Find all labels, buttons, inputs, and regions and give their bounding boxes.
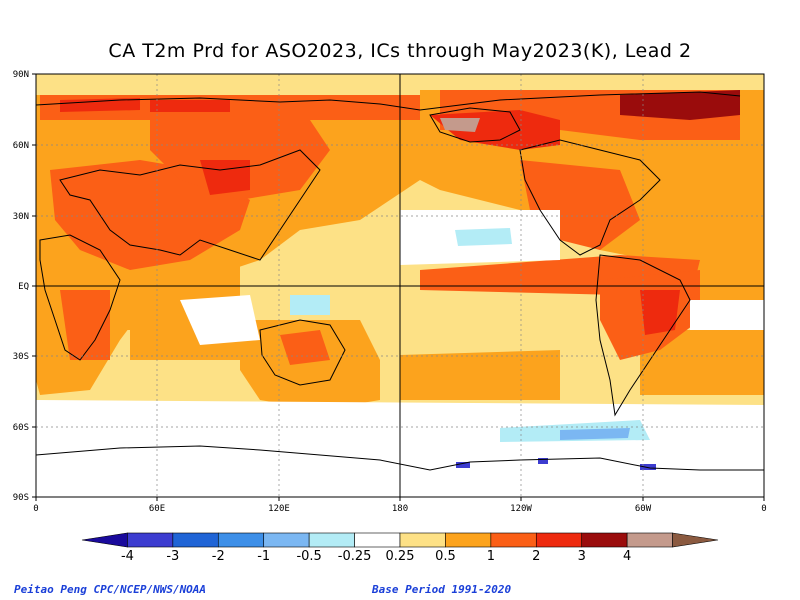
colorbar-bin <box>399 532 446 548</box>
colorbar-bin <box>535 532 583 548</box>
colorbar-tick-label: -0.5 <box>296 549 321 564</box>
colorbar-bin <box>172 532 219 548</box>
colorbar-tick-label: 0.25 <box>386 549 415 564</box>
colorbar: -4 -3 -2 -1 -0.5 -0.25 0.25 0.5 1 2 3 4 <box>81 532 719 564</box>
colorbar-bin <box>263 532 310 548</box>
colorbar-tick-label: -1 <box>257 549 270 564</box>
colorbar-tick-label: -0.25 <box>338 549 372 564</box>
lon-label-0-right: 0 <box>761 504 766 514</box>
colorbar-tick-label: -2 <box>212 549 225 564</box>
colorbar-bin <box>490 532 537 548</box>
lon-label-120e: 120E <box>268 504 290 514</box>
lon-label-60w: 60W <box>635 504 652 514</box>
colorbar-bin <box>354 532 401 548</box>
lat-label-90s: 90S <box>13 493 29 503</box>
colorbar-bin <box>217 532 265 548</box>
base-period-note: Base Period 1991-2020 <box>372 583 512 596</box>
colorbar-tick-label: 4 <box>623 549 631 564</box>
lon-label-60e: 60E <box>149 504 165 514</box>
lat-label-60n: 60N <box>13 141 29 151</box>
lon-label-0-left: 0 <box>33 504 38 514</box>
coastlines <box>36 91 764 471</box>
lon-label-120w: 120W <box>510 504 532 514</box>
lat-label-eq: EQ <box>18 282 29 292</box>
colorbar-tick-label: 2 <box>532 549 540 564</box>
lat-label-30n: 30N <box>13 212 29 222</box>
lat-label-60s: 60S <box>13 423 29 433</box>
colorbar-tick-label: 1 <box>487 549 495 564</box>
lat-label-90n: 90N <box>13 70 29 80</box>
colorbar-tick-label: -4 <box>121 549 134 564</box>
colorbar-bin <box>81 532 128 548</box>
colorbar-tick-label: 0.5 <box>435 549 456 564</box>
colorbar-tick-label: 3 <box>578 549 586 564</box>
colorbar-bin <box>626 532 673 548</box>
colorbar-bin <box>672 532 719 548</box>
credit-author: Peitao Peng CPC/NCEP/NWS/NOAA <box>14 583 207 596</box>
lon-label-180: 180 <box>392 504 408 514</box>
map-title: CA T2m Prd for ASO2023, ICs through May2… <box>108 40 692 62</box>
colorbar-bin <box>445 532 492 548</box>
colorbar-bin <box>308 532 355 548</box>
lat-label-30s: 30S <box>13 352 29 362</box>
colorbar-tick-label: -3 <box>166 549 179 564</box>
colorbar-bin <box>581 532 628 548</box>
colorbar-bin <box>127 532 174 548</box>
